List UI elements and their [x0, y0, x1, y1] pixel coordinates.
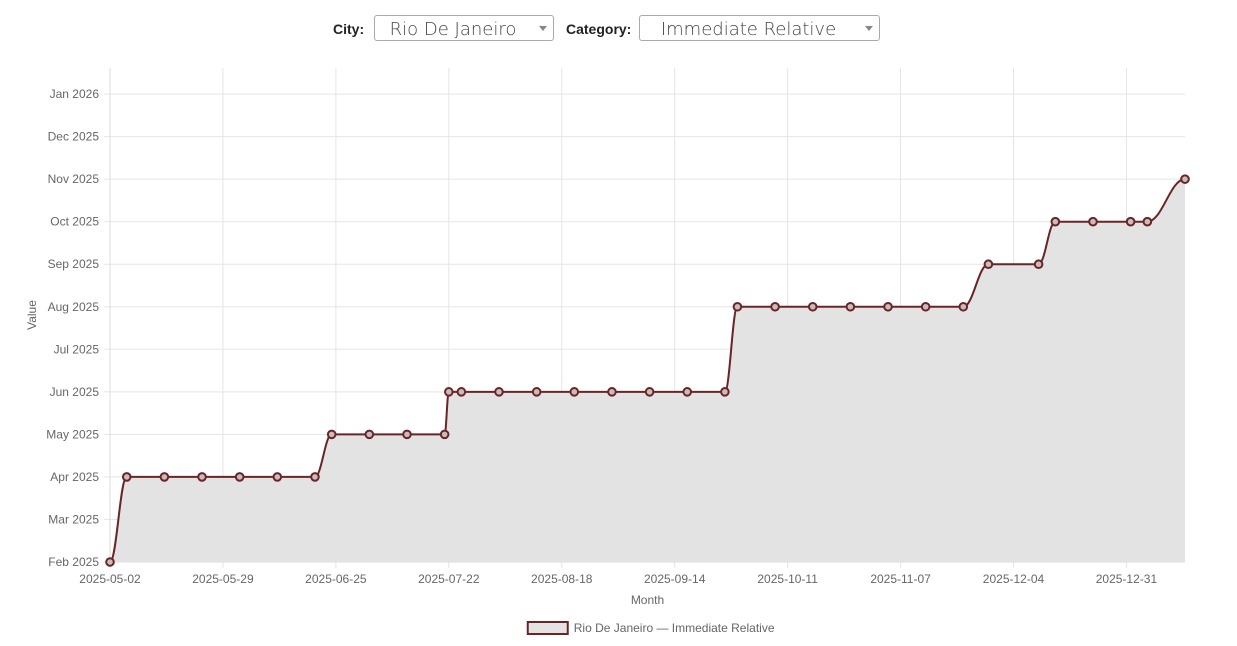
data-point[interactable] [456, 387, 467, 397]
data-point[interactable] [444, 387, 454, 397]
y-tick-label: Jan 2026 [50, 87, 100, 101]
x-tick-label: 2025-08-18 [531, 572, 593, 586]
y-tick-label: Jul 2025 [54, 342, 100, 356]
data-point[interactable] [920, 301, 931, 312]
data-point[interactable] [159, 472, 170, 482]
y-tick-label: Mar 2025 [48, 512, 99, 526]
city-select[interactable]: Rio De Janeiro [374, 15, 554, 41]
data-point[interactable] [983, 259, 994, 270]
data-point[interactable] [732, 301, 743, 312]
data-point[interactable] [402, 429, 412, 440]
chevron-down-icon [865, 26, 873, 31]
y-tick-label: May 2025 [46, 427, 99, 441]
data-point[interactable] [234, 472, 245, 482]
data-point[interactable] [845, 301, 856, 312]
data-point[interactable] [883, 301, 893, 312]
city-select-value: Rio De Janeiro [389, 19, 517, 40]
city-label: City: [333, 21, 365, 37]
data-point[interactable] [121, 472, 132, 482]
category-select[interactable]: Immediate Relative [639, 15, 880, 41]
data-point[interactable] [770, 301, 780, 312]
category-select-value: Immediate Relative [660, 19, 837, 40]
data-point[interactable] [197, 472, 207, 482]
x-tick-label: 2025-12-31 [1096, 572, 1158, 586]
data-point[interactable] [569, 387, 580, 397]
data-point[interactable] [310, 472, 320, 482]
y-axis-title: Value [25, 300, 39, 330]
data-point[interactable] [1033, 259, 1044, 270]
y-tick-label: Nov 2025 [48, 172, 100, 186]
data-point[interactable] [1142, 216, 1153, 227]
series-area [110, 179, 1185, 562]
data-point[interactable] [720, 387, 730, 397]
data-point[interactable] [682, 387, 693, 397]
chevron-down-icon [539, 26, 547, 31]
category-label: Category: [566, 21, 632, 37]
data-point[interactable] [1050, 216, 1061, 227]
data-point[interactable] [272, 472, 283, 482]
data-point[interactable] [1180, 174, 1190, 184]
y-tick-label: Jun 2025 [50, 385, 100, 399]
x-tick-label: 2025-10-11 [757, 572, 818, 586]
x-tick-label: 2025-09-14 [644, 572, 706, 586]
y-tick-label: Dec 2025 [48, 130, 100, 144]
filter-toolbar: City: Rio De Janeiro Category: Immediate… [0, 0, 1237, 58]
data-point[interactable] [105, 557, 115, 567]
x-tick-label: 2025-05-02 [79, 572, 141, 586]
y-tick-label: Apr 2025 [50, 470, 99, 484]
x-tick-label: 2025-07-22 [418, 572, 480, 586]
y-tick-label: Sep 2025 [48, 257, 100, 271]
data-point[interactable] [1088, 216, 1098, 227]
y-tick-label: Aug 2025 [48, 300, 100, 314]
x-axis-title: Month [631, 593, 664, 607]
legend-label: Rio De Janeiro — Immediate Relative [574, 621, 775, 635]
data-point[interactable] [644, 387, 655, 397]
data-point[interactable] [807, 301, 818, 312]
data-point[interactable] [364, 429, 375, 440]
data-point[interactable] [607, 387, 617, 397]
data-point[interactable] [531, 387, 542, 397]
data-point[interactable] [326, 429, 337, 440]
data-point[interactable] [958, 301, 969, 312]
x-tick-label: 2025-06-25 [305, 572, 367, 586]
y-tick-label: Oct 2025 [50, 215, 99, 229]
data-point[interactable] [494, 387, 504, 397]
y-tick-label: Feb 2025 [48, 555, 99, 569]
x-tick-label: 2025-12-04 [983, 572, 1045, 586]
legend-swatch[interactable] [526, 621, 569, 635]
x-tick-label: 2025-11-07 [870, 572, 931, 586]
data-point[interactable] [1125, 216, 1136, 227]
data-point[interactable] [439, 429, 450, 440]
x-tick-label: 2025-05-29 [192, 572, 254, 586]
